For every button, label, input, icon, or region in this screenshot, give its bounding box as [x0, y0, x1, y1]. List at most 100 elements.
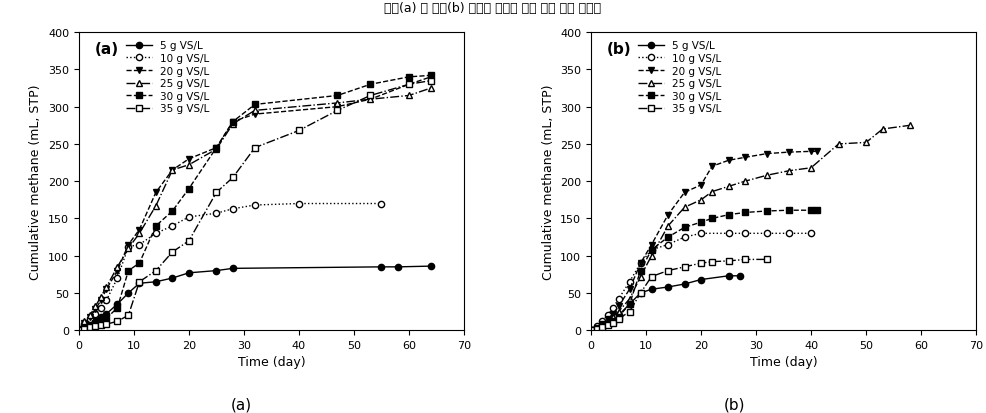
Line: 25 g VS/L: 25 g VS/L: [588, 123, 913, 334]
5 g VS/L: [227, 266, 239, 271]
5 g VS/L: [635, 291, 647, 296]
35 g VS/L: [249, 146, 261, 151]
30 g VS/L: [150, 224, 162, 229]
10 g VS/L: [79, 322, 91, 327]
25 g VS/L: [90, 304, 102, 309]
30 g VS/L: [601, 322, 613, 327]
10 g VS/L: [607, 306, 619, 311]
10 g VS/L: [249, 203, 261, 208]
20 g VS/L: [783, 150, 795, 155]
20 g VS/L: [810, 150, 822, 154]
35 g VS/L: [183, 239, 195, 244]
5 g VS/L: [601, 322, 613, 327]
20 g VS/L: [227, 120, 239, 125]
30 g VS/L: [723, 213, 735, 218]
X-axis label: Time (day): Time (day): [238, 356, 306, 368]
5 g VS/L: [591, 326, 602, 331]
10 g VS/L: [663, 242, 674, 247]
20 g VS/L: [133, 228, 145, 233]
25 g VS/L: [150, 204, 162, 209]
10 g VS/L: [150, 231, 162, 236]
20 g VS/L: [95, 298, 106, 303]
30 g VS/L: [597, 324, 608, 329]
20 g VS/L: [365, 97, 377, 102]
30 g VS/L: [646, 248, 658, 253]
30 g VS/L: [95, 318, 106, 323]
25 g VS/L: [706, 190, 718, 195]
20 g VS/L: [612, 304, 624, 309]
5 g VS/L: [122, 291, 134, 296]
20 g VS/L: [101, 287, 112, 292]
25 g VS/L: [591, 326, 602, 331]
35 g VS/L: [646, 274, 658, 279]
20 g VS/L: [601, 317, 613, 322]
5 g VS/L: [210, 268, 222, 273]
Text: (a): (a): [231, 397, 252, 412]
30 g VS/L: [183, 187, 195, 192]
X-axis label: Time (day): Time (day): [749, 356, 817, 368]
35 g VS/L: [79, 326, 91, 331]
25 g VS/L: [210, 147, 222, 152]
10 g VS/L: [183, 215, 195, 220]
25 g VS/L: [612, 309, 624, 314]
35 g VS/L: [723, 259, 735, 264]
35 g VS/L: [111, 319, 123, 324]
5 g VS/L: [695, 278, 707, 282]
20 g VS/L: [585, 328, 597, 333]
5 g VS/L: [678, 282, 690, 287]
25 g VS/L: [122, 246, 134, 251]
20 g VS/L: [607, 311, 619, 316]
35 g VS/L: [591, 326, 602, 331]
35 g VS/L: [227, 176, 239, 180]
10 g VS/L: [623, 280, 635, 285]
Line: 35 g VS/L: 35 g VS/L: [76, 78, 434, 334]
30 g VS/L: [761, 209, 773, 214]
25 g VS/L: [761, 173, 773, 178]
30 g VS/L: [249, 103, 261, 108]
5 g VS/L: [392, 265, 404, 270]
25 g VS/L: [877, 127, 888, 132]
20 g VS/L: [706, 164, 718, 169]
Y-axis label: Cumulative methane (mL, STP): Cumulative methane (mL, STP): [541, 84, 555, 279]
10 g VS/L: [376, 202, 387, 206]
10 g VS/L: [740, 231, 751, 236]
10 g VS/L: [133, 242, 145, 247]
10 g VS/L: [806, 231, 817, 236]
10 g VS/L: [601, 313, 613, 318]
20 g VS/L: [210, 146, 222, 151]
10 g VS/L: [293, 202, 305, 206]
35 g VS/L: [706, 259, 718, 264]
30 g VS/L: [612, 315, 624, 320]
30 g VS/L: [210, 146, 222, 151]
10 g VS/L: [612, 297, 624, 301]
30 g VS/L: [740, 211, 751, 216]
Legend: 5 g VS/L, 10 g VS/L, 20 g VS/L, 25 g VS/L, 30 g VS/L, 35 g VS/L: 5 g VS/L, 10 g VS/L, 20 g VS/L, 25 g VS/…: [635, 38, 725, 117]
35 g VS/L: [635, 291, 647, 296]
10 g VS/L: [597, 319, 608, 324]
30 g VS/L: [695, 220, 707, 225]
Y-axis label: Cumulative methane (mL, STP): Cumulative methane (mL, STP): [30, 84, 42, 279]
10 g VS/L: [95, 306, 106, 311]
10 g VS/L: [210, 211, 222, 216]
35 g VS/L: [167, 250, 178, 255]
35 g VS/L: [331, 109, 343, 114]
10 g VS/L: [695, 231, 707, 236]
25 g VS/L: [904, 123, 916, 128]
30 g VS/L: [227, 120, 239, 125]
5 g VS/L: [612, 313, 624, 318]
Line: 30 g VS/L: 30 g VS/L: [588, 208, 819, 334]
35 g VS/L: [133, 280, 145, 285]
Line: 10 g VS/L: 10 g VS/L: [76, 201, 385, 334]
Line: 5 g VS/L: 5 g VS/L: [76, 263, 434, 334]
Line: 5 g VS/L: 5 g VS/L: [588, 273, 742, 334]
25 g VS/L: [133, 231, 145, 236]
30 g VS/L: [365, 83, 377, 88]
35 g VS/L: [695, 261, 707, 266]
10 g VS/L: [111, 276, 123, 281]
10 g VS/L: [73, 328, 85, 333]
35 g VS/L: [122, 313, 134, 318]
10 g VS/L: [761, 231, 773, 236]
20 g VS/L: [122, 242, 134, 247]
30 g VS/L: [403, 75, 415, 80]
30 g VS/L: [623, 302, 635, 307]
